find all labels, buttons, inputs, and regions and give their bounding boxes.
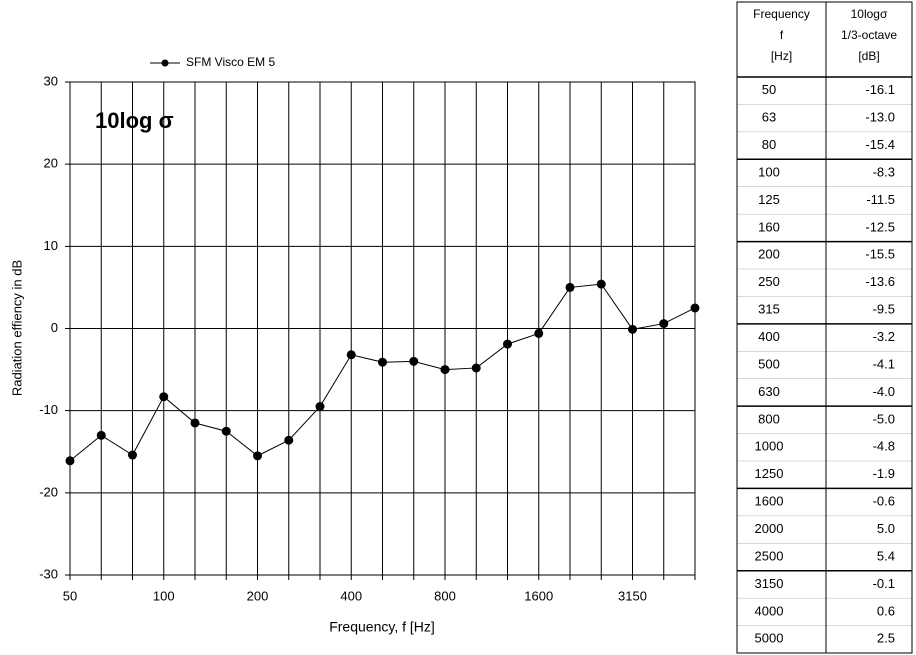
table-frequency: 200 — [758, 247, 780, 262]
y-tick-label: -20 — [39, 484, 58, 499]
data-point — [596, 279, 606, 289]
legend-marker — [161, 59, 169, 67]
x-tick-label: 1600 — [524, 588, 553, 603]
table-frequency: 4000 — [755, 603, 784, 618]
data-point — [690, 303, 700, 313]
x-tick-label: 200 — [247, 588, 269, 603]
data-point — [503, 339, 512, 349]
table-frequency: 63 — [762, 110, 776, 125]
table-value: -11.5 — [866, 192, 895, 207]
table-header-text: 1/3-octave — [841, 28, 897, 42]
table-header-text: 10logσ — [851, 7, 888, 21]
table-value: -1.9 — [873, 466, 895, 481]
table-value: 5.0 — [877, 521, 895, 536]
table-frequency: 315 — [758, 302, 780, 317]
table-frequency: 2500 — [755, 548, 784, 563]
data-point — [409, 356, 419, 366]
data-point — [378, 357, 387, 367]
table-frequency: 80 — [762, 137, 776, 152]
data-point — [284, 435, 294, 445]
table-frequency: 2000 — [755, 521, 784, 536]
data-point — [346, 350, 356, 360]
data-point — [190, 418, 200, 428]
table-value: -12.5 — [865, 219, 895, 234]
y-tick-label: -10 — [39, 402, 58, 417]
table-frequency: 3150 — [755, 576, 784, 591]
x-tick-label: 50 — [63, 588, 77, 603]
table-value: 2.5 — [877, 631, 895, 646]
y-tick-label: 20 — [44, 156, 58, 171]
table-value: 0.6 — [877, 603, 895, 618]
data-point — [221, 426, 231, 436]
table-value: -4.0 — [873, 384, 895, 399]
table-frequency: 1600 — [755, 494, 784, 509]
y-axis-label: Radiation effiency in dB — [9, 260, 24, 396]
table-value: -16.1 — [865, 82, 895, 97]
table-frequency: 500 — [758, 356, 780, 371]
data-point — [96, 430, 106, 440]
table-value: -15.4 — [865, 137, 895, 152]
table-frequency: 125 — [758, 192, 780, 207]
y-tick-label: -30 — [39, 566, 58, 581]
table-border — [736, 1, 913, 654]
data-point — [65, 456, 75, 466]
table-value: -0.6 — [873, 494, 895, 509]
table-value: -0.1 — [873, 576, 895, 591]
x-tick-label: 400 — [340, 588, 362, 603]
x-tick-label: 800 — [434, 588, 456, 603]
data-point — [253, 451, 262, 461]
data-point — [659, 319, 669, 329]
legend-label: SFM Visco EM 5 — [186, 55, 275, 69]
table-frequency: 250 — [758, 274, 780, 289]
table-frequency: 1250 — [755, 466, 784, 481]
table-frequency: 630 — [758, 384, 780, 399]
table-header-text: [Hz] — [771, 49, 792, 63]
y-tick-label: 30 — [44, 73, 58, 88]
table-value: -4.1 — [873, 356, 895, 371]
data-point — [315, 402, 325, 412]
x-tick-label: 100 — [153, 588, 175, 603]
table-value: -13.6 — [865, 274, 895, 289]
table-frequency: 100 — [758, 164, 780, 179]
table-frequency: 5000 — [755, 631, 784, 646]
data-point — [628, 324, 637, 334]
table-value: -5.0 — [873, 411, 895, 426]
table-value: 5.4 — [877, 548, 895, 563]
table-value: -9.5 — [873, 302, 895, 317]
table-header-text: f — [780, 28, 784, 42]
y-tick-label: 0 — [51, 320, 58, 335]
x-axis-label: Frequency, f [Hz] — [329, 619, 435, 635]
data-point — [159, 392, 169, 402]
table-header-text: [dB] — [858, 49, 879, 63]
annotation: 10log σ — [95, 108, 174, 133]
table-value: -13.0 — [865, 110, 895, 125]
table-value: -8.3 — [873, 164, 895, 179]
data-point — [471, 363, 481, 373]
y-tick-label: 10 — [44, 238, 58, 253]
table-frequency: 1000 — [755, 439, 784, 454]
table-value: -4.8 — [873, 439, 895, 454]
table-frequency: 160 — [758, 219, 780, 234]
data-point — [565, 282, 575, 292]
table-frequency: 50 — [762, 82, 776, 97]
table-value: -3.2 — [873, 329, 895, 344]
data-point — [440, 365, 450, 375]
table-value: -15.5 — [865, 247, 895, 262]
table-frequency: 800 — [758, 411, 780, 426]
table-frequency: 400 — [758, 329, 780, 344]
data-point — [534, 328, 544, 338]
data-point — [128, 450, 137, 460]
x-tick-label: 3150 — [618, 588, 647, 603]
table-header-text: Frequency — [753, 7, 810, 21]
